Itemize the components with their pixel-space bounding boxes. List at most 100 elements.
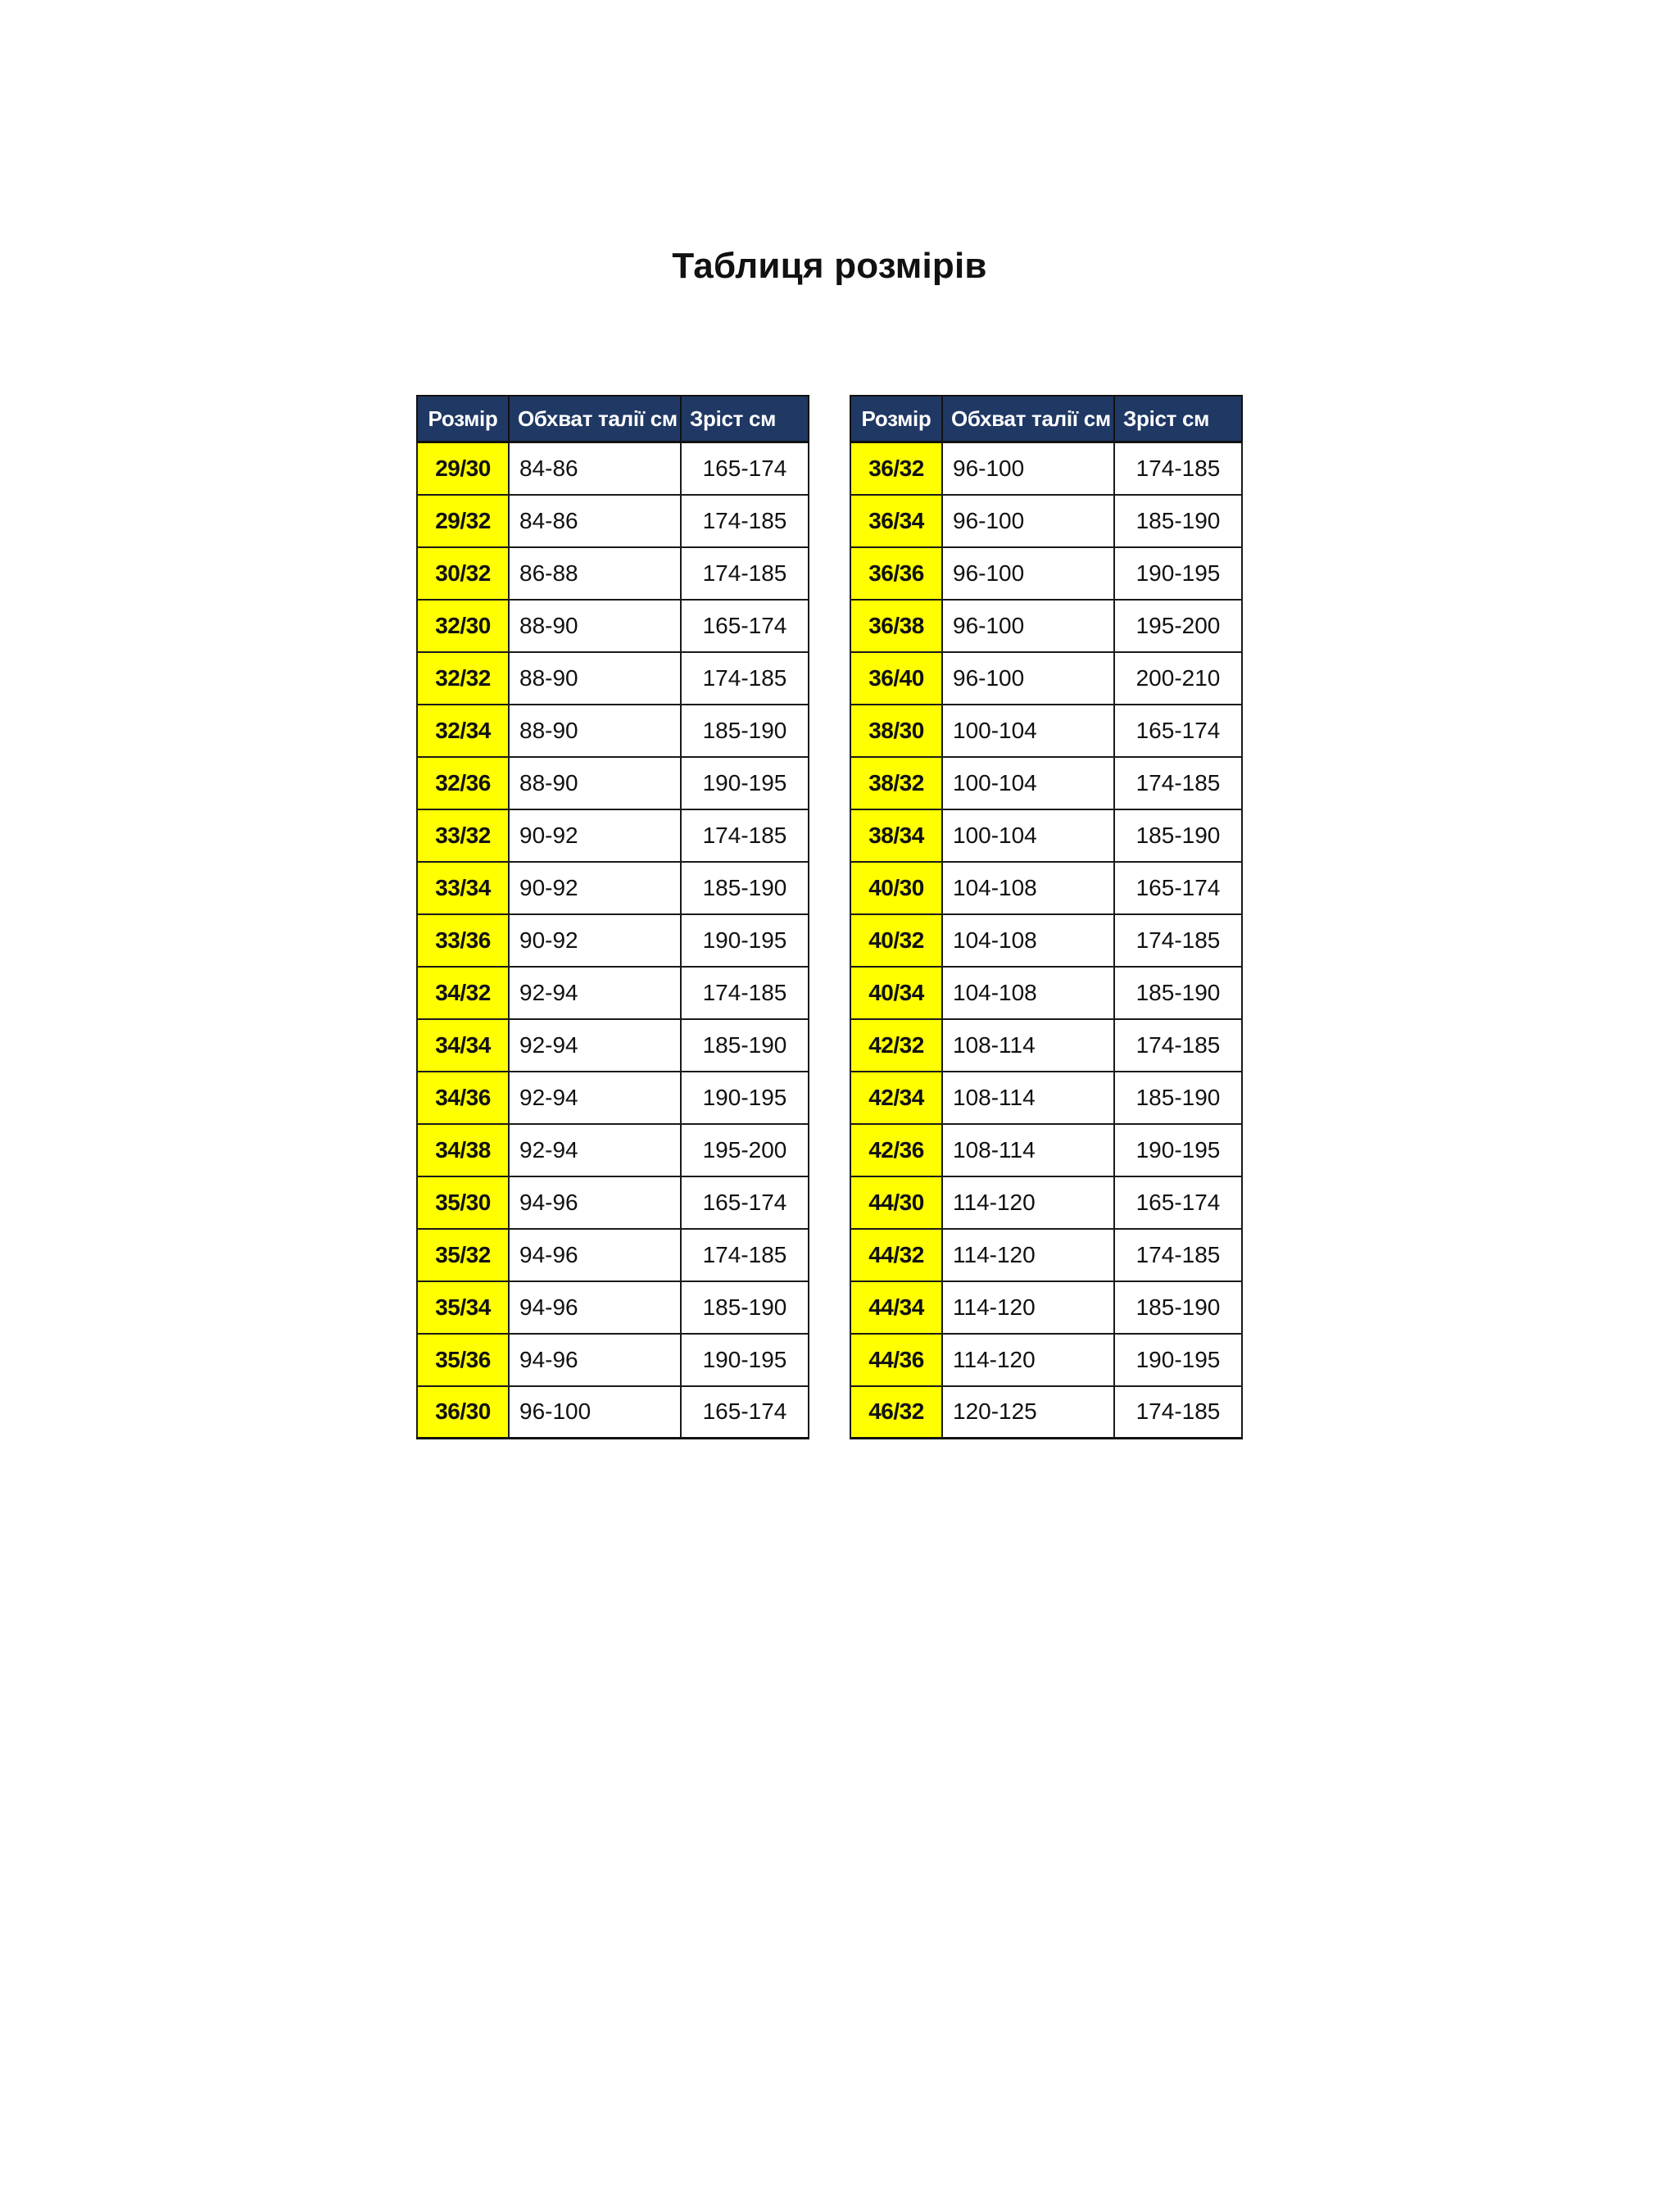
cell-size: 38/34 [850,808,943,863]
table-row: 33/32 90-92 174-185 [416,808,809,863]
cell-waist: 114-120 [941,1227,1115,1282]
cell-waist: 92-94 [508,965,682,1020]
table-header-left: Розмір Обхват талії см Зріст см [416,395,809,443]
cell-waist: 88-90 [508,755,682,810]
cell-waist: 104-108 [941,913,1115,968]
cell-height: 190-195 [1113,1122,1243,1177]
cell-waist: 94-96 [508,1280,682,1335]
cell-height: 185-190 [680,1280,809,1335]
column-header-height: Зріст см [680,395,809,443]
cell-size: 40/32 [850,913,943,968]
size-table-left: Розмір Обхват талії см Зріст см 29/30 84-… [416,395,809,1439]
cell-waist: 94-96 [508,1332,682,1387]
cell-waist: 90-92 [508,808,682,863]
size-tables-container: Розмір Обхват талії см Зріст см 29/30 84-… [416,395,1243,1439]
cell-waist: 120-125 [941,1385,1115,1439]
cell-height: 174-185 [680,546,809,601]
cell-height: 165-174 [1113,1175,1243,1230]
cell-size: 40/30 [850,860,943,915]
cell-waist: 104-108 [941,965,1115,1020]
cell-waist: 108-114 [941,1018,1115,1072]
cell-size: 44/34 [850,1280,943,1335]
cell-waist: 90-92 [508,913,682,968]
cell-height: 165-174 [680,598,809,653]
table-body-left: 29/30 84-86 165-174 29/32 84-86 174-185 30/32 8… [416,441,809,1439]
cell-size: 34/38 [416,1122,510,1177]
cell-size: 33/34 [416,860,510,915]
table-row: 32/34 88-90 185-190 [416,703,809,758]
table-row: 36/32 96-100 174-185 [850,441,1243,496]
table-row: 40/34 104-108 185-190 [850,965,1243,1020]
table-row: 29/32 84-86 174-185 [416,493,809,548]
cell-size: 38/32 [850,755,943,810]
cell-size: 44/30 [850,1175,943,1230]
table-row: 35/36 94-96 190-195 [416,1332,809,1387]
cell-size: 42/36 [850,1122,943,1177]
cell-size: 36/38 [850,598,943,653]
table-row: 36/40 96-100 200-210 [850,650,1243,705]
cell-height: 190-195 [680,913,809,968]
cell-height: 190-195 [680,755,809,810]
table-row: 32/30 88-90 165-174 [416,598,809,653]
table-row: 42/34 108-114 185-190 [850,1070,1243,1125]
cell-height: 174-185 [680,808,809,863]
cell-height: 185-190 [1113,1070,1243,1125]
cell-size: 42/32 [850,1018,943,1072]
table-row: 42/32 108-114 174-185 [850,1018,1243,1072]
header-row: Розмір Обхват талії см Зріст см [416,395,809,443]
table-row: 46/32 120-125 174-185 [850,1385,1243,1439]
cell-size: 44/36 [850,1332,943,1387]
cell-height: 165-174 [680,1175,809,1230]
cell-waist: 90-92 [508,860,682,915]
cell-height: 174-185 [680,965,809,1020]
cell-waist: 92-94 [508,1070,682,1125]
table-row: 44/30 114-120 165-174 [850,1175,1243,1230]
cell-waist: 88-90 [508,598,682,653]
cell-height: 200-210 [1113,650,1243,705]
cell-height: 185-190 [1113,1280,1243,1335]
column-header-size: Розмір [416,395,510,443]
cell-waist: 86-88 [508,546,682,601]
cell-height: 185-190 [680,1018,809,1072]
cell-height: 185-190 [1113,965,1243,1020]
cell-waist: 94-96 [508,1227,682,1282]
table-row: 34/32 92-94 174-185 [416,965,809,1020]
cell-size: 36/34 [850,493,943,548]
table-row: 34/38 92-94 195-200 [416,1122,809,1177]
cell-waist: 96-100 [941,650,1115,705]
cell-size: 36/36 [850,546,943,601]
cell-height: 190-195 [680,1332,809,1387]
cell-waist: 108-114 [941,1122,1115,1177]
cell-waist: 96-100 [941,598,1115,653]
cell-waist: 84-86 [508,493,682,548]
table-row: 35/30 94-96 165-174 [416,1175,809,1230]
table-row: 44/34 114-120 185-190 [850,1280,1243,1335]
cell-size: 38/30 [850,703,943,758]
cell-size: 34/34 [416,1018,510,1072]
table-row: 42/36 108-114 190-195 [850,1122,1243,1177]
cell-waist: 94-96 [508,1175,682,1230]
table-header-right: Розмір Обхват талії см Зріст см [850,395,1243,443]
cell-height: 174-185 [1113,1227,1243,1282]
cell-waist: 100-104 [941,755,1115,810]
cell-size: 44/32 [850,1227,943,1282]
cell-height: 174-185 [680,1227,809,1282]
cell-size: 35/30 [416,1175,510,1230]
cell-size: 29/32 [416,493,510,548]
cell-waist: 100-104 [941,808,1115,863]
cell-size: 36/40 [850,650,943,705]
cell-height: 174-185 [1113,441,1243,496]
cell-size: 35/32 [416,1227,510,1282]
table-row: 36/30 96-100 165-174 [416,1385,809,1439]
table-row: 34/36 92-94 190-195 [416,1070,809,1125]
cell-size: 40/34 [850,965,943,1020]
table-row: 29/30 84-86 165-174 [416,441,809,496]
cell-height: 165-174 [680,1385,809,1439]
table-row: 34/34 92-94 185-190 [416,1018,809,1072]
column-header-size: Розмір [850,395,943,443]
table-row: 36/38 96-100 195-200 [850,598,1243,653]
cell-size: 30/32 [416,546,510,601]
cell-height: 165-174 [1113,860,1243,915]
cell-size: 34/32 [416,965,510,1020]
